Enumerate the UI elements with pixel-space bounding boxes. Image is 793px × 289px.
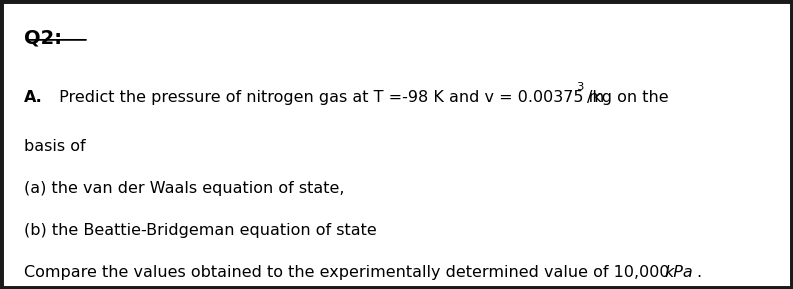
Text: (b) the Beattie-Bridgeman equation of state: (b) the Beattie-Bridgeman equation of st…	[24, 223, 377, 238]
Text: A.: A.	[24, 90, 43, 105]
Text: (a) the van der Waals equation of state,: (a) the van der Waals equation of state,	[24, 181, 344, 196]
Text: Q2:: Q2:	[24, 29, 62, 48]
Text: kPa: kPa	[665, 265, 693, 280]
Text: basis of: basis of	[24, 139, 86, 154]
Text: .: .	[696, 265, 701, 280]
Text: 3: 3	[576, 82, 583, 92]
Text: Predict the pressure of nitrogen gas at T =-98 K and v = 0.00375 m: Predict the pressure of nitrogen gas at …	[54, 90, 604, 105]
Text: Compare the values obtained to the experimentally determined value of 10,000: Compare the values obtained to the exper…	[24, 265, 674, 280]
Text: /kg on the: /kg on the	[587, 90, 668, 105]
